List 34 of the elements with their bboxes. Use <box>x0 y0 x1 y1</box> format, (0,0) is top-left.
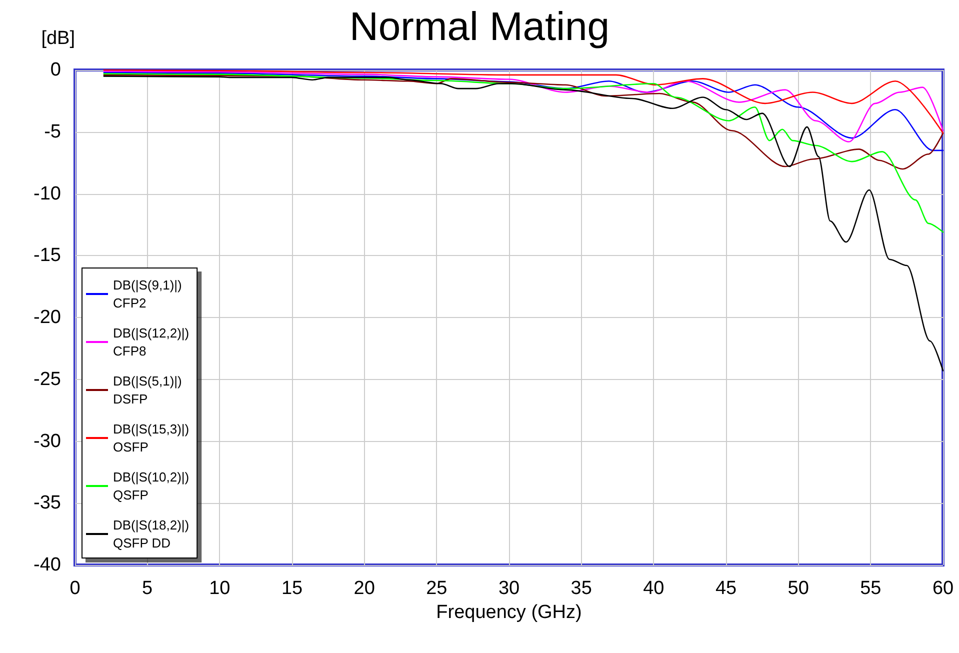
legend-label: DB(|S(12,2)|) CFP8 <box>113 326 190 358</box>
x-tick-label: 50 <box>788 578 809 599</box>
x-tick-label: 35 <box>570 578 592 599</box>
y-tick-label: -35 <box>34 492 61 514</box>
y-tick-label: -10 <box>34 183 61 204</box>
x-tick-label: 30 <box>498 578 520 599</box>
chart-title: Normal Mating <box>349 5 610 49</box>
x-tick-label: 0 <box>70 578 80 599</box>
x-tick-label: 25 <box>426 578 448 599</box>
y-tick-label: -5 <box>44 121 61 142</box>
x-tick-label: 20 <box>354 578 375 599</box>
y-tick-label: -30 <box>34 430 61 452</box>
y-tick-label: -40 <box>34 554 61 576</box>
legend-label: DB(|S(5,1)|) DSFP <box>113 374 182 406</box>
x-tick-label: 60 <box>932 578 954 599</box>
legend-label: DB(|S(15,3)|) OSFP <box>113 422 190 454</box>
legend-label: DB(|S(10,2)|) QSFP <box>113 470 190 502</box>
y-axis-title: [dB] <box>41 28 75 49</box>
x-tick-label: 40 <box>643 578 664 599</box>
x-tick-label: 55 <box>860 578 882 599</box>
y-tick-label: 0 <box>50 60 61 80</box>
x-tick-label: 45 <box>715 578 737 599</box>
x-tick-label: 10 <box>209 578 230 599</box>
legend-label: DB(|S(9,1)|) CFP2 <box>113 278 182 310</box>
line-series <box>103 76 944 372</box>
line-series <box>103 73 944 233</box>
x-axis-title: Frequency (GHz) <box>436 602 582 623</box>
legend-label: DB(|S(18,2)|) QSFP DD <box>113 518 190 550</box>
x-tick-label: 5 <box>142 578 153 599</box>
y-tick-label: -15 <box>34 245 61 266</box>
x-tick-label: 15 <box>281 578 303 599</box>
line-series <box>103 74 944 170</box>
y-tick-label: -20 <box>34 307 61 328</box>
y-tick-label: -25 <box>34 368 61 390</box>
